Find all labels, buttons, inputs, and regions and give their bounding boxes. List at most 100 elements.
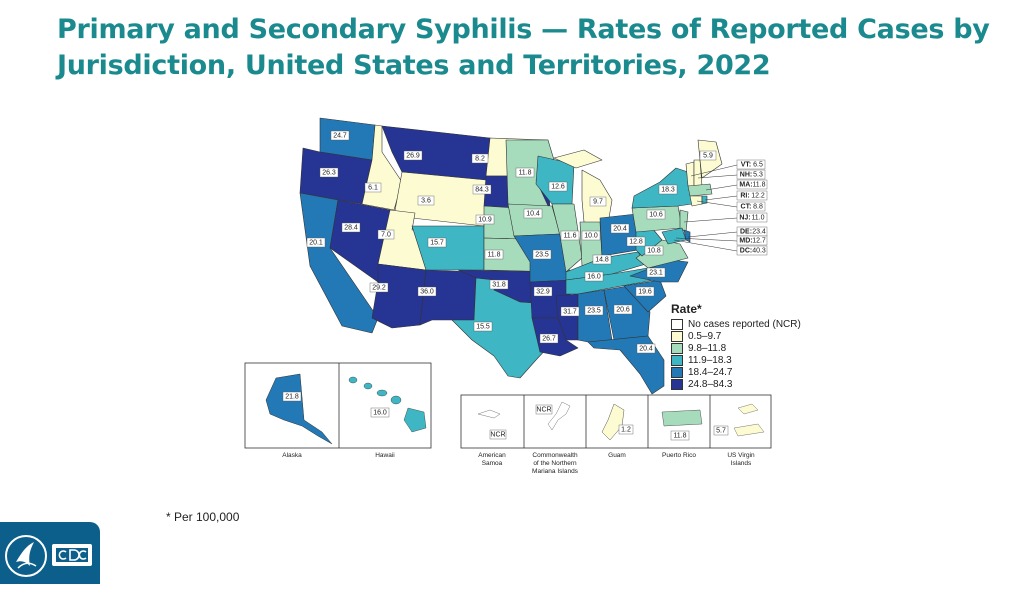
state-value-labels: 24.7 26.3 20.1 6.1 28.4 26.9 3.6 7.0 15.… xyxy=(306,130,717,354)
legend-swatch xyxy=(671,318,683,330)
svg-text:Commonwealth: Commonwealth xyxy=(532,452,578,459)
svg-text:15.7: 15.7 xyxy=(430,240,444,247)
svg-text:NJ:: NJ: xyxy=(739,215,750,222)
caption-pr: Puerto Rico xyxy=(662,452,696,459)
svg-text:31.8: 31.8 xyxy=(492,282,506,289)
state-ms xyxy=(555,293,579,341)
callout-dc: DC: 40.3 xyxy=(736,245,768,256)
alaska-shape xyxy=(265,373,333,445)
callout-md: MD: 12.7 xyxy=(736,235,768,246)
svg-text:6.5: 6.5 xyxy=(753,162,763,169)
label-gu: 1.2 xyxy=(618,424,634,435)
label-vi: 5.7 xyxy=(713,425,729,436)
svg-text:12.8: 12.8 xyxy=(629,239,643,246)
label-nv: 28.4 xyxy=(341,222,361,233)
svg-text:10.8: 10.8 xyxy=(647,248,661,255)
label-pr: 11.8 xyxy=(670,430,690,441)
svg-text:10.6: 10.6 xyxy=(649,212,663,219)
label-la: 26.7 xyxy=(539,333,559,344)
caption-alaska: Alaska xyxy=(282,452,302,459)
caption-hawaii: Hawaii xyxy=(375,452,395,459)
label-ks: 11.8 xyxy=(484,249,504,260)
hawaii-islands xyxy=(348,376,427,433)
svg-text:16.0: 16.0 xyxy=(587,274,601,281)
svg-text:11.6: 11.6 xyxy=(563,233,576,240)
svg-text:11.8: 11.8 xyxy=(518,170,531,177)
label-va: 10.8 xyxy=(644,245,664,256)
svg-text:12.7: 12.7 xyxy=(752,238,766,245)
slide-title: Primary and Secondary Syphilis — Rates o… xyxy=(57,14,990,81)
state-oh xyxy=(599,213,639,257)
label-wy: 3.6 xyxy=(417,195,435,206)
legend-item: 0.5–9.7 xyxy=(671,330,801,342)
label-pa: 10.6 xyxy=(646,209,666,220)
label-ms: 31.7 xyxy=(560,306,580,317)
svg-text:24.7: 24.7 xyxy=(333,133,347,140)
svg-text:3.6: 3.6 xyxy=(421,198,431,205)
label-tx: 15.5 xyxy=(473,321,493,332)
callout-de: DE: 23.4 xyxy=(736,226,768,237)
svg-text:26.9: 26.9 xyxy=(406,153,420,160)
svg-text:8.8: 8.8 xyxy=(753,204,763,211)
svg-text:23.5: 23.5 xyxy=(535,252,549,259)
callout-nj: NJ: 11.0 xyxy=(736,212,768,223)
caption-guam: Guam xyxy=(608,452,626,459)
svg-text:20.1: 20.1 xyxy=(309,240,323,247)
svg-text:26.7: 26.7 xyxy=(542,336,556,343)
callout-ri: RI: 12.2 xyxy=(736,190,768,201)
svg-text:American: American xyxy=(478,452,506,459)
hhs-cdc-logo-icon xyxy=(5,535,92,577)
state-ma xyxy=(687,183,713,197)
northeast-callouts xyxy=(673,164,738,252)
svg-text:31.7: 31.7 xyxy=(563,309,577,316)
legend-title: Rate* xyxy=(671,302,702,316)
caption-usvi: US Virgin Islands xyxy=(727,452,755,467)
svg-text:MA:: MA: xyxy=(739,182,752,189)
label-ny: 18.3 xyxy=(658,184,678,195)
legend-item: 11.9–18.3 xyxy=(671,354,801,366)
label-me: 5.9 xyxy=(699,150,717,161)
svg-text:NCR: NCR xyxy=(490,432,505,439)
svg-text:21.8: 21.8 xyxy=(285,394,299,401)
nmi-shape xyxy=(547,401,571,431)
label-wi: 12.6 xyxy=(548,181,568,192)
label-tn: 16.0 xyxy=(584,271,604,282)
svg-text:23.1: 23.1 xyxy=(649,270,663,277)
legend-item: 24.8–84.3 xyxy=(671,378,801,390)
label-as: NCR xyxy=(489,429,507,440)
svg-text:11.8: 11.8 xyxy=(752,182,765,189)
footnote: * Per 100,000 xyxy=(166,510,240,524)
svg-text:DE:: DE: xyxy=(740,229,752,236)
svg-text:Islands: Islands xyxy=(731,460,752,467)
label-al: 23.5 xyxy=(584,305,604,316)
svg-text:US Virgin: US Virgin xyxy=(727,452,755,459)
svg-text:8.2: 8.2 xyxy=(475,156,485,163)
usvi-islands xyxy=(733,403,765,437)
callout-nh: NH: 5.3 xyxy=(736,169,766,180)
label-nc: 23.1 xyxy=(646,267,666,278)
svg-text:19.6: 19.6 xyxy=(638,289,652,296)
svg-text:CT:: CT: xyxy=(741,204,752,211)
label-wa: 24.7 xyxy=(330,130,350,141)
label-mi: 9.7 xyxy=(589,196,607,207)
state-mi-up xyxy=(553,149,603,169)
label-ut: 7.0 xyxy=(377,229,395,240)
cdc-logo xyxy=(0,522,100,584)
caption-samoa: American Samoa xyxy=(478,452,506,467)
callout-ma: MA: 11.8 xyxy=(736,179,768,190)
guam-shape xyxy=(601,403,625,441)
svg-text:14.8: 14.8 xyxy=(595,257,609,264)
samoa-shape xyxy=(477,409,501,419)
state-nm xyxy=(419,269,477,326)
legend-swatch xyxy=(671,366,683,378)
svg-text:NH:: NH: xyxy=(740,172,752,179)
legend-item: 9.8–11.8 xyxy=(671,342,801,354)
pr-shape xyxy=(661,409,703,427)
svg-text:29.2: 29.2 xyxy=(372,285,386,292)
svg-text:10.9: 10.9 xyxy=(478,217,492,224)
label-hi: 16.0 xyxy=(370,407,390,418)
svg-text:5.9: 5.9 xyxy=(703,153,713,160)
state-de xyxy=(683,229,691,243)
legend-swatch xyxy=(671,342,683,354)
